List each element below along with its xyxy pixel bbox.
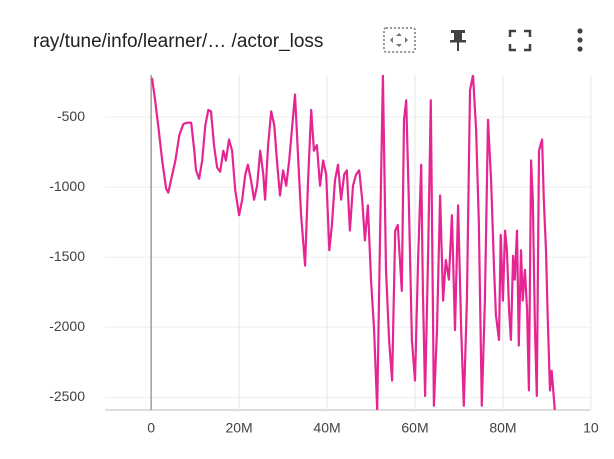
fit-domain-button[interactable] — [383, 27, 416, 53]
fullscreen-button[interactable] — [508, 29, 532, 52]
y-tick-label: -2500 — [49, 388, 85, 404]
more-menu-button[interactable] — [577, 28, 583, 52]
y-tick-label: -1000 — [49, 178, 85, 194]
chart-title: ray/tune/info/learner/… /actor_loss — [33, 31, 323, 52]
x-tick-label: 20M — [225, 420, 252, 436]
data-line — [150, 75, 556, 410]
pin-button[interactable] — [450, 30, 466, 51]
y-tick-label: -2000 — [49, 318, 85, 334]
y-tick-label: -500 — [57, 108, 85, 124]
x-tick-label: 0 — [147, 420, 155, 436]
x-tick-label: 60M — [401, 420, 428, 436]
y-tick-label: -1500 — [49, 248, 85, 264]
x-tick-label: 40M — [313, 420, 340, 436]
plot-area — [150, 75, 556, 410]
x-tick-label: 80M — [489, 420, 516, 436]
x-tick-label: 10 — [583, 420, 599, 436]
